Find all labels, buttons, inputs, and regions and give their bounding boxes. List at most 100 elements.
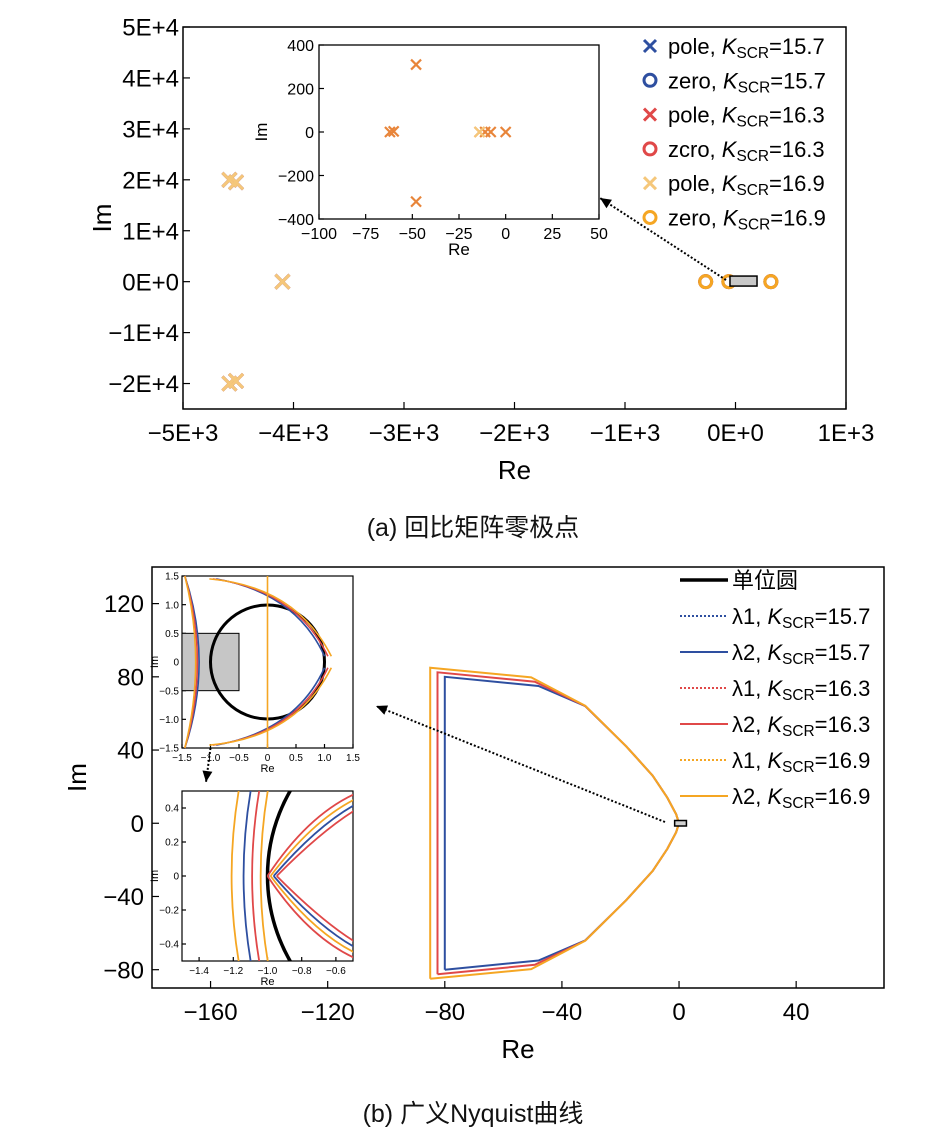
chart-b-ytick-label: 80 [117,664,144,691]
chart-b-inset2-ytick-label: −0.2 [159,906,179,917]
chart-b-inset2-ylabel: Im [149,870,161,882]
chart-a-inset-ytick-label: 0 [305,125,314,142]
chart-a-ytick-label: 0E+0 [122,269,179,296]
chart-a-inset-marker [410,58,422,71]
chart-b-inset1-xlabel: Re [260,763,274,775]
chart-b-inset2-plot [230,791,353,961]
chart-b-legend-label: λ2, KSCR=16.9 [732,784,870,812]
chart-b-nyquist-curve [443,675,681,971]
chart-a-legend-marker [642,210,658,225]
chart-a-ytick-label: −2E+4 [108,371,179,398]
chart-b-inset1-xtick-label: −0.5 [229,753,249,764]
caption-b: (b) 广义Nyquist曲线 [362,1100,584,1128]
chart-b-inset2-xtick-label: −1.0 [258,966,278,977]
chart-b-inset1-curve [209,667,333,746]
chart-b-inset1-xtick-label: −1.0 [201,753,221,764]
chart-a-legend-marker [642,72,658,88]
chart-b-ytick-label: −40 [103,884,144,911]
chart-b-inset1-ytick-label: 0.5 [165,629,179,640]
chart-b-inset1-ytick-label: 0 [173,658,179,669]
chart-b-xtick-label: −80 [424,999,465,1026]
chart-a-inset: −100 −75 −50 −25 0 25 50 400 200 0 −200 −400 Re Im [252,38,608,259]
chart-a-zoom-arrow [599,197,727,281]
chart-b-inset2: −1.4 −1.2 −1.0 −0.8 −0.6 0.4 0.2 0 −0.2 −0.4 Re Im [149,790,354,988]
chart-a-inset-frame [318,44,600,220]
chart-a-ytick-label: −1E+4 [108,320,179,347]
chart-b-ytick-label: −80 [103,957,144,984]
chart-b-nyquist-curve [436,671,681,976]
chart-b-inset2-xtick-label: −1.4 [189,966,209,977]
chart-a-legend: pole, KSCR=15.7 zero, KSCR=15.7 pole, KSCR… [642,34,826,234]
chart-a-legend-label: pole, KSCR=16.9 [668,171,825,199]
caption-a: (a) 回比矩阵零极点 [366,514,580,542]
chart-b-inset1-ytick-label: 1.0 [165,600,179,611]
chart-a-xtick-label: −2E+3 [479,420,550,447]
chart-a-ytick-label: 3E+4 [122,117,179,144]
chart-b-inset1-ytick-label: −1.5 [159,744,179,755]
chart-b-inset1-xtick-label: 1.5 [346,753,360,764]
chart-a-legend-marker [642,38,658,54]
chart-a-inset-ylabel: Im [252,123,271,142]
chart-a-ytick-label: 2E+4 [122,167,179,194]
chart-b-legend-label: λ2, KSCR=15.7 [732,640,870,668]
chart-a-ytick-label: 4E+4 [122,66,179,93]
chart-a-inset-ytick-label: 400 [287,38,314,55]
chart-a-ylabel: Im [87,204,117,233]
chart-a-legend-label: pole, KSCR=16.3 [668,103,825,131]
chart-b-inset2-right-curve [266,875,353,959]
chart-a-zoom-box [729,275,758,287]
chart-a-inset-ytick-label: −400 [278,212,314,229]
chart-b-inset1-curve [209,578,333,657]
chart-b-inset1-ytick-label: −1.0 [159,715,179,726]
chart-a-inset-xtick-label: 0 [501,226,510,243]
chart-a-zoom-arrow-line [599,197,727,281]
chart-a-inset-marker [410,195,422,208]
chart-b-ylabel: Im [62,763,92,792]
chart-a-xtick-label: 1E+3 [818,420,875,447]
chart-a-zoom-arrow-head [600,198,612,209]
chart-a-inset-xtick-label: −50 [399,226,426,243]
chart-b: −160 −120 −80 −40 0 40 120 80 40 0 −40 −80 Re Im 单位圆 λ1… [62,566,885,1064]
chart-b-inset2-xlabel: Re [260,976,274,988]
chart-b-ytick-label: 40 [117,738,144,765]
chart-b-inset1-xtick-label: −1.5 [172,753,192,764]
chart-b-inset2-right-curve [272,875,353,948]
chart-b-inset2-right-curve [276,875,353,942]
chart-b-ytick-label: 120 [104,591,144,618]
chart-b-inset2-left-curve [259,791,269,961]
chart-a-inset-xtick-label: 50 [590,226,608,243]
chart-b-zoom-arrow [375,705,666,823]
chart-a-legend-marker [642,107,658,122]
chart-b-xtick-label: 0 [672,999,685,1026]
chart-b-inset2-xtick-label: −0.8 [292,966,312,977]
chart-a-xlabel: Re [498,455,531,485]
chart-a-inset-ytick-label: −200 [278,168,314,185]
chart-b-inset1-xtick-label: 0 [265,753,271,764]
chart-b-nyquist-curve [429,666,681,980]
chart-b-legend-label: λ1, KSCR=16.9 [732,748,870,776]
chart-b-inset1-xtick-label: 0.5 [289,753,303,764]
chart-b-inset2-ytick-label: 0.2 [165,838,179,849]
chart-b-xlabel: Re [501,1034,534,1064]
chart-b-inset2-xtick-label: −0.6 [326,966,346,977]
chart-a-pole-marker [227,372,245,390]
chart-b-inset1-ytick-label: 1.5 [165,572,179,583]
chart-a-inset-xtick-label: −75 [352,226,379,243]
chart-b-inset2-xtick-label: −1.2 [223,966,243,977]
chart-b-inset2-right-curve [266,793,353,877]
chart-a-inset-marker [384,126,396,138]
chart-b-inset1-ylabel: Im [149,656,161,668]
chart-b-inset2-ytick-label: 0 [173,872,179,883]
chart-b-ytick-label: 0 [131,811,144,838]
chart-b-xtick-label: −160 [184,999,238,1026]
chart-b-inset2-right-curve [272,804,353,877]
chart-b-inset2-right-curve [269,799,353,877]
chart-b-inset2-right-curve [269,875,353,953]
chart-a-ytick-label: 5E+4 [122,15,179,42]
chart-b-inset-arrow-head [202,770,213,782]
chart-b-inset1-curve [184,575,197,749]
chart-a-inset-xlabel: Re [448,240,470,259]
chart-a-legend-label: zero, KSCR=15.7 [668,68,826,96]
chart-b-frame [151,566,885,989]
